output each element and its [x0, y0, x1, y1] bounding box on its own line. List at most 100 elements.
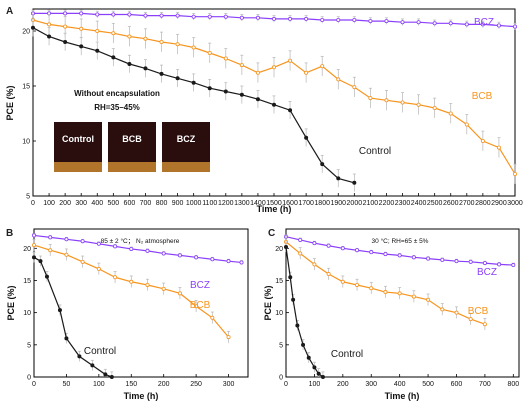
inset-label-bcb: BCB: [122, 134, 142, 144]
panel-b-bcz-point: [96, 241, 101, 246]
panel-c-xlabel: Time (h): [385, 391, 420, 401]
panel-a-xtick-label: 1800: [314, 200, 330, 207]
panel-a-control-point: [79, 44, 84, 49]
panel-a-bcz-point: [207, 14, 212, 19]
panel-a-control-point: [207, 86, 212, 91]
panel-a-xtick-label: 1400: [250, 200, 266, 207]
panel-c-ytick-label: 5: [279, 342, 283, 349]
panel-a-xtick-label: 0: [31, 200, 35, 207]
panel-a-control-point: [30, 25, 35, 30]
panel-c-bcb-point: [298, 251, 303, 256]
panel-a-bcb-point: [239, 63, 244, 68]
panel-c-bcz-point: [468, 259, 473, 264]
panel-a-bcb-point: [143, 36, 148, 41]
panel-a-bcz-point: [400, 20, 405, 25]
panel-a: A 0 100 200 300 400 500 600 700 800 900 1000 1100 12…: [5, 6, 523, 214]
panel-a-bcb-point: [191, 45, 196, 50]
panel-a-bcz-point: [223, 14, 228, 19]
panel-c-bcz-point: [497, 262, 502, 267]
panel-a-xtick-label: 1300: [234, 200, 250, 207]
panel-b-control-point: [77, 354, 82, 359]
panel-b-bcb-point: [177, 291, 182, 296]
panel-a-control-point: [159, 71, 164, 76]
panel-a-bcb-point: [368, 96, 373, 101]
panel-a-xtick-label: 300: [75, 200, 87, 207]
panel-a-bcz-point: [127, 12, 132, 17]
panel-b-control-point: [57, 308, 62, 313]
panel-a-bcz-point: [496, 23, 501, 28]
panel-a-bcb-point: [223, 56, 228, 61]
panel-b-xtick-label: 150: [125, 381, 137, 388]
panel-b-bcz-point: [194, 255, 199, 260]
panel-b-control-point: [90, 363, 95, 368]
panel-b-control-point: [32, 255, 37, 260]
inset-label-control: Control: [62, 134, 94, 144]
panel-a-bcz-point: [191, 14, 196, 19]
panel-a-xtick-label: 500: [107, 200, 119, 207]
panel-c-control-point: [320, 374, 325, 379]
panel-c-ytick-label: 15: [275, 278, 283, 285]
panel-c-bcz-point: [298, 237, 303, 242]
panel-b-bcz-point: [239, 260, 244, 265]
panel-a-control-point: [127, 62, 132, 67]
panel-b-bcb-point: [48, 248, 53, 253]
panel-b-ytick-label: 0: [27, 375, 31, 382]
panel-b-ytick-label: 5: [27, 342, 31, 349]
panel-a-control-point: [95, 48, 100, 53]
panel-b-ytick-label: 20: [23, 246, 31, 253]
panel-a-bcz-point: [416, 20, 421, 25]
panel-c-bcb-point: [340, 279, 345, 284]
panel-a-bcz-point: [239, 15, 244, 20]
panel-c-label-bcb: BCB: [468, 306, 489, 317]
panel-a-control-point: [191, 80, 196, 85]
panel-a-ytick-label: 5: [26, 194, 30, 201]
panel-b-bcz-point: [113, 244, 118, 249]
panel-b-label-bcz: BCZ: [190, 280, 210, 291]
panel-a-control-point: [63, 40, 68, 45]
panel-c-xtick-label: 400: [394, 381, 406, 388]
panel-a-xtick-label: 900: [172, 200, 184, 207]
panel-a-bcz-point: [175, 13, 180, 18]
panel-a-annotation-1: Without encapsulation: [74, 89, 160, 98]
panel-a-bcb-point: [304, 70, 309, 75]
panel-a-bcz-point: [79, 11, 84, 16]
panel-a-bcb-point: [352, 85, 357, 90]
device-photo-control-electrodes: [54, 162, 102, 172]
panel-a-bcb-point: [288, 58, 293, 63]
panel-b-bcb-point: [145, 282, 150, 287]
panel-b-control-point: [64, 336, 69, 341]
panel-c-label-control: Control: [331, 349, 363, 360]
panel-a-bcb-point: [175, 42, 180, 47]
panel-a-bcb-point: [159, 40, 164, 45]
panel-c: C 0 100 200 300 400 500 600 700 800 0 5 10 15 20 PCE …: [263, 228, 520, 401]
panel-a-bcb-point: [207, 51, 212, 56]
panel-a-xtick-label: 1600: [282, 200, 298, 207]
panel-b-ylabel: PCE (%): [6, 285, 16, 320]
panel-c-bcb-point: [482, 322, 487, 327]
panel-a-control-point: [143, 66, 148, 71]
panel-a-xlabel: Time (h): [257, 204, 292, 214]
panel-a-bcb-point: [480, 138, 485, 143]
panel-b-bcb-point: [96, 266, 101, 271]
panel-c-bcb-point: [397, 291, 402, 296]
panel-c-bcb-point: [411, 294, 416, 299]
panel-a-xtick-label: 2500: [427, 200, 443, 207]
panel-c-bcb-point: [355, 282, 360, 287]
panel-a-xtick-label: 600: [124, 200, 136, 207]
panel-a-bcb-point: [255, 70, 260, 75]
panel-c-control-point: [288, 275, 293, 280]
panel-c-bcz-point: [411, 255, 416, 260]
panel-c-bcz-point: [369, 250, 374, 255]
panel-a-bcb-point: [416, 102, 421, 107]
panel-c-xtick-label: 200: [337, 381, 349, 388]
panel-b-control-point: [103, 372, 108, 377]
panel-a-xtick-label: 2700: [459, 200, 475, 207]
panel-a-bcb-point: [448, 111, 453, 116]
panel-b-bcz-point: [145, 248, 150, 253]
panel-a-bcb-point: [79, 26, 84, 31]
panel-b-bcb-point: [129, 279, 134, 284]
panel-a-xtick-label: 1200: [218, 200, 234, 207]
panel-a-control-point: [223, 89, 228, 94]
panel-a-bcz-point: [143, 13, 148, 18]
